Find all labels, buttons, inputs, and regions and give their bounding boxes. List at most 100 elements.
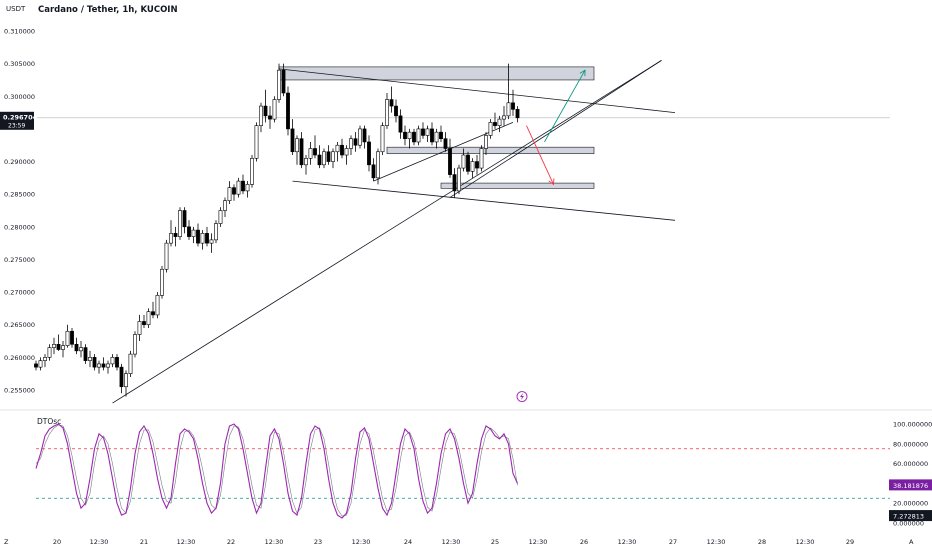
candle-up xyxy=(484,135,488,149)
time-tick-label: 12:30 xyxy=(618,538,637,546)
trend-line xyxy=(449,60,662,198)
osc-tick-label: 100.000000 xyxy=(893,421,932,429)
candle-down xyxy=(439,131,443,140)
osc-tick-label: 60.000000 xyxy=(893,460,928,468)
time-tick-label: 29 xyxy=(846,538,854,546)
flash-icon-bolt xyxy=(520,393,524,401)
candle-up xyxy=(295,138,299,153)
time-tick-label: 26 xyxy=(580,538,588,546)
candle-down xyxy=(70,330,74,345)
candle-down xyxy=(74,344,79,352)
candle-up xyxy=(191,229,196,237)
time-tick-label: 25 xyxy=(491,538,499,546)
trend-line xyxy=(292,180,676,221)
price-tick-label: 0.305000 xyxy=(4,60,35,68)
candle-up xyxy=(245,184,250,192)
candle-up xyxy=(254,125,259,159)
price-tick-label: 0.260000 xyxy=(4,354,35,362)
time-tick-label: 21 xyxy=(140,538,148,546)
candle-up xyxy=(169,233,173,244)
candle-down xyxy=(493,122,497,126)
candle-down xyxy=(452,174,457,192)
candle-down xyxy=(340,144,344,156)
candle-down xyxy=(142,321,146,326)
osc-main-line xyxy=(35,423,519,519)
osc-main-badge xyxy=(889,479,932,491)
candle-up xyxy=(38,360,43,368)
support-resistance-zone xyxy=(386,146,595,155)
oscillator-name[interactable]: DTOsc xyxy=(37,417,62,426)
candle-up xyxy=(52,344,56,348)
price-tick-label: 0.285000 xyxy=(4,191,35,199)
last-price-value: 0.296704 xyxy=(3,113,38,121)
candle-up xyxy=(497,118,502,126)
candle-down xyxy=(371,164,376,179)
candle-up xyxy=(322,151,326,166)
candle-down xyxy=(394,105,398,117)
candle-up xyxy=(133,334,137,355)
candle-up xyxy=(461,154,466,169)
last-price-badge xyxy=(0,111,34,130)
candle-up xyxy=(506,102,511,117)
candle-down xyxy=(56,344,61,350)
candle-up xyxy=(335,144,340,153)
candle-down xyxy=(313,148,317,156)
candle-down xyxy=(101,363,106,368)
candle-up xyxy=(250,157,254,185)
candle-down xyxy=(92,357,97,368)
time-tick-label: 22 xyxy=(227,538,235,546)
candle-up xyxy=(304,157,308,166)
symbol-title[interactable]: Cardano / Tether, 1h, KUCOIN xyxy=(38,5,178,15)
candle-down xyxy=(119,366,124,388)
candle-up xyxy=(110,357,115,365)
candle-down xyxy=(232,187,236,195)
candle-up xyxy=(214,223,218,241)
bearish-projection-arrow-head xyxy=(548,178,555,186)
candle-up xyxy=(155,295,160,316)
candle-up xyxy=(407,131,412,140)
candle-down xyxy=(389,99,394,107)
trend-line xyxy=(278,68,676,113)
candle-up xyxy=(457,167,461,192)
candle-up xyxy=(502,115,506,120)
candle-up xyxy=(200,233,205,244)
candle-up xyxy=(380,125,385,153)
time-tick-label: 20 xyxy=(53,538,61,546)
candle-down xyxy=(281,69,286,94)
time-tick-label: 12:30 xyxy=(90,538,109,546)
candle-up xyxy=(178,210,182,237)
candle-down xyxy=(187,226,191,237)
candle-down xyxy=(205,233,209,244)
candle-up xyxy=(344,148,349,156)
candle-down xyxy=(241,180,245,192)
candle-up xyxy=(358,128,362,146)
time-tick-label: 28 xyxy=(758,538,766,546)
candle-up xyxy=(137,321,142,335)
candle-up xyxy=(470,161,475,172)
candle-up xyxy=(160,268,164,296)
candle-down xyxy=(115,357,119,368)
candle-up xyxy=(416,128,421,143)
price-tick-label: 0.280000 xyxy=(4,223,35,231)
osc-signal-badge xyxy=(889,510,932,522)
candle-up xyxy=(106,363,110,368)
candle-up xyxy=(479,148,484,169)
osc-tick-label: 20.000000 xyxy=(893,500,928,508)
candle-down xyxy=(475,161,479,169)
currency-label: USDT xyxy=(6,5,26,13)
candle-down xyxy=(34,363,38,368)
support-resistance-zone xyxy=(278,66,595,81)
osc-signal-line xyxy=(35,424,518,517)
candle-up xyxy=(223,200,227,211)
time-tick-label: 27 xyxy=(669,538,677,546)
osc-signal-value: 7.272813 xyxy=(893,513,924,521)
candle-down xyxy=(299,138,304,166)
bearish-projection-arrow xyxy=(526,125,554,185)
price-tick-label: 0.290000 xyxy=(4,158,35,166)
candle-up xyxy=(65,330,70,346)
osc-main-value: 38.181876 xyxy=(893,482,928,490)
candle-down xyxy=(151,311,155,316)
candle-down xyxy=(290,128,295,153)
